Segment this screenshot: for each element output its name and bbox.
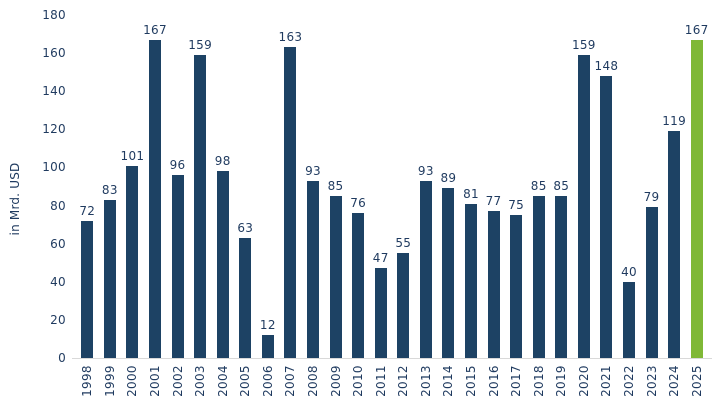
y-tick-label: 140	[42, 84, 66, 99]
x-tick-label: 2022	[622, 365, 636, 397]
x-tick-label: 2018	[531, 365, 546, 397]
x-tick-label: 2004	[215, 365, 230, 397]
bar-value-label: 75	[508, 198, 525, 213]
x-tick-label: 2007	[283, 365, 298, 397]
bar-2013	[419, 180, 432, 358]
x-tick-label: 2017	[509, 365, 524, 397]
x-tick-label: 2019	[554, 365, 569, 397]
bar-2019	[555, 196, 568, 358]
x-tick-label: 2011	[373, 365, 388, 397]
x-tick-label: 2005	[238, 365, 253, 397]
x-tick-label: 2012	[396, 365, 411, 397]
bar-value-label: 89	[440, 171, 457, 186]
bar-value-label: 55	[395, 236, 412, 251]
bar-value-label: 167	[684, 22, 709, 37]
bar-2020	[577, 55, 590, 358]
bar-value-label: 93	[305, 163, 321, 178]
bar-1999	[103, 199, 116, 358]
bar-value-label: 101	[120, 148, 145, 163]
bar-2014	[442, 188, 455, 358]
x-tick-label: 2023	[644, 365, 659, 397]
bar-value-label: 85	[327, 179, 344, 194]
bar-value-label: 93	[417, 163, 434, 178]
bar-2022	[623, 281, 635, 358]
bar-value-label: 83	[101, 182, 118, 197]
bar-value-label: 96	[169, 158, 186, 173]
bar-value-label: 79	[643, 190, 660, 205]
y-tick-label: 160	[42, 46, 66, 61]
x-tick-label: 2001	[148, 365, 162, 397]
bar-value-label: 72	[79, 203, 96, 218]
y-tick-label: 0	[58, 351, 66, 365]
y-axis-title: in Mrd. USD	[8, 162, 22, 236]
bar-2005	[239, 237, 252, 358]
bar-2008	[307, 180, 319, 358]
x-tick-label: 2024	[667, 365, 682, 397]
bar-value-label: 85	[553, 179, 570, 194]
x-tick-label: 2008	[306, 365, 320, 397]
bar-2001	[149, 39, 161, 358]
bar-value-label: 81	[463, 186, 479, 201]
y-tick-label: 100	[42, 160, 66, 175]
y-tick-label: 40	[50, 274, 66, 289]
bar-2011	[374, 268, 387, 358]
bar-value-label: 76	[350, 196, 367, 211]
bar-value-label: 63	[237, 220, 254, 235]
bar-2015	[465, 203, 477, 358]
y-tick-label: 80	[50, 198, 66, 213]
bar-2024	[668, 131, 681, 358]
x-tick-label: 2013	[418, 365, 433, 397]
bar-value-label: 148	[594, 58, 619, 73]
bar-value-label: 77	[485, 194, 502, 209]
bar-value-label: 159	[571, 38, 596, 53]
bar-1998	[81, 220, 94, 358]
bar-2003	[194, 55, 207, 358]
bar-value-label: 119	[662, 114, 687, 129]
bar-2000	[126, 165, 139, 358]
bar-2021	[600, 75, 613, 358]
x-tick-label: 2002	[170, 365, 185, 397]
bar-value-label: 98	[214, 154, 231, 169]
x-tick-label: 2014	[441, 365, 456, 397]
x-tick-label: 2020	[576, 365, 591, 397]
x-tick-label: 2006	[260, 365, 275, 397]
bar-2016	[487, 211, 500, 358]
x-tick-label: 2016	[486, 365, 501, 397]
x-tick-label: 1998	[80, 365, 95, 397]
y-tick-label: 120	[42, 122, 66, 137]
x-tick-label: 1999	[102, 365, 117, 397]
x-tick-label: 2025	[689, 365, 704, 397]
bar-value-label: 12	[259, 318, 276, 333]
bar-2012	[397, 253, 410, 358]
y-tick-label: 20	[50, 312, 66, 327]
bar-2010	[352, 213, 365, 358]
bar-2017	[510, 215, 523, 358]
x-tick-label: 2010	[351, 365, 366, 397]
bar-2002	[171, 175, 184, 358]
bar-2007	[284, 47, 297, 358]
x-axis-line	[72, 358, 712, 359]
y-tick-label: 60	[50, 236, 66, 251]
bar-2004	[216, 171, 229, 358]
x-tick-label: 2003	[193, 365, 208, 397]
bar-2018	[532, 196, 545, 358]
x-tick-label: 2021	[599, 365, 614, 397]
bar-value-label: 163	[278, 30, 303, 45]
x-tick-label: 2015	[464, 365, 478, 397]
bar-value-label: 40	[621, 264, 637, 279]
bar-2009	[329, 196, 342, 358]
bar-value-label: 47	[372, 251, 389, 266]
x-tick-label: 2000	[125, 365, 140, 397]
bar-value-label: 159	[188, 38, 213, 53]
bar-2025	[690, 39, 703, 358]
bar-2023	[645, 207, 658, 358]
bar-value-label: 85	[530, 179, 547, 194]
bar-value-label: 167	[143, 22, 167, 37]
y-tick-label: 180	[42, 8, 66, 22]
x-tick-label: 2009	[328, 365, 343, 397]
bar-2006	[261, 335, 274, 358]
